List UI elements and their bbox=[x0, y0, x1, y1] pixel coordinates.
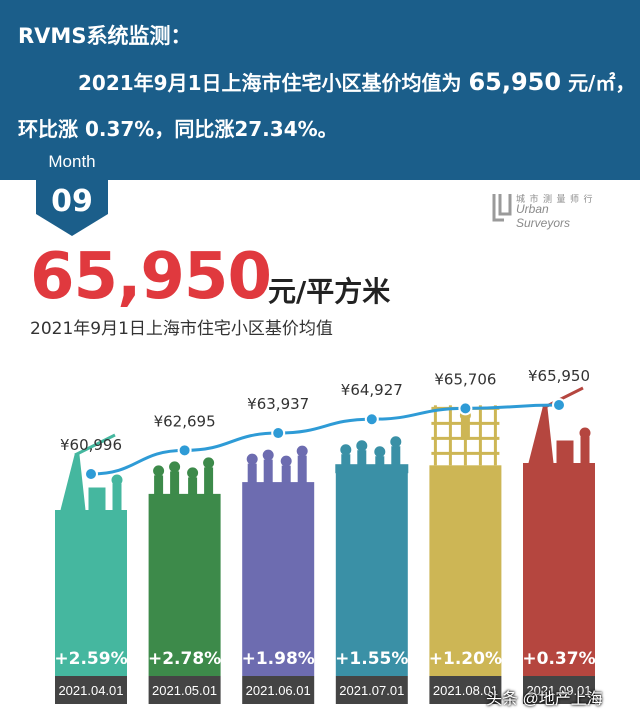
watermark-text: 头条 @地产上海 bbox=[486, 691, 603, 708]
worker-silhouette-icon bbox=[528, 386, 591, 464]
header-summary-value: 65,950 bbox=[468, 68, 562, 96]
bar-change-label: +2.59% bbox=[54, 649, 127, 669]
bar-change-label: +0.37% bbox=[522, 649, 595, 669]
bar bbox=[148, 493, 221, 676]
worker-silhouette-icon bbox=[246, 445, 308, 483]
bar bbox=[523, 463, 595, 676]
data-point bbox=[364, 412, 379, 427]
value-label: ¥65,706 bbox=[434, 370, 496, 388]
worker-silhouette-icon bbox=[60, 433, 123, 511]
date-strip bbox=[429, 676, 502, 704]
value-label: ¥62,695 bbox=[154, 412, 216, 430]
x-tick-label: 2021.09.01 bbox=[526, 683, 591, 698]
x-tick-label: 2021.04.01 bbox=[58, 683, 123, 698]
x-tick-label: 2021.06.01 bbox=[246, 683, 311, 698]
bar-change-label: +1.20% bbox=[429, 649, 502, 669]
header-change-line: 环比涨 0.37%，同比涨27.34%。 bbox=[18, 117, 338, 141]
bar bbox=[55, 510, 127, 676]
data-point bbox=[177, 443, 192, 458]
bar bbox=[242, 482, 315, 676]
headline-price: 65,950 bbox=[30, 240, 272, 314]
logo-mark-icon bbox=[492, 194, 512, 222]
data-point bbox=[271, 426, 286, 441]
worker-silhouette-icon bbox=[335, 436, 409, 474]
x-tick-label: 2021.08.01 bbox=[433, 683, 498, 698]
month-badge-value: 09 bbox=[51, 184, 93, 219]
month-badge: Month 09 bbox=[36, 152, 108, 238]
bar-change-label: +1.98% bbox=[242, 649, 315, 669]
header-banner: RVMS系统监测： 2021年9月1日上海市住宅小区基价均值为 65,950 元… bbox=[0, 0, 640, 180]
headline-subtitle: 2021年9月1日上海市住宅小区基价均值 bbox=[30, 319, 333, 339]
month-badge-shape bbox=[36, 152, 108, 236]
header-summary-prefix: 2021年9月1日上海市住宅小区基价均值为 bbox=[78, 71, 462, 95]
data-point bbox=[458, 401, 473, 416]
x-tick-label: 2021.07.01 bbox=[339, 683, 404, 698]
value-label: ¥60,996 bbox=[60, 436, 122, 454]
header-summary-unit: 元/㎡， bbox=[568, 71, 636, 95]
month-badge-label: Month bbox=[48, 152, 96, 171]
value-label: ¥65,950 bbox=[528, 367, 590, 385]
value-label: ¥63,937 bbox=[247, 395, 309, 413]
logo-text-en: Urban Surveyors bbox=[516, 202, 571, 230]
bar-change-label: +2.78% bbox=[148, 649, 221, 669]
data-point bbox=[552, 398, 566, 412]
company-logo: 城 市 测 量 师 行 Urban Surveyors bbox=[490, 190, 600, 230]
bar bbox=[335, 472, 408, 676]
header-title: RVMS系统监测： bbox=[18, 24, 192, 48]
date-strip bbox=[242, 676, 315, 704]
value-label: ¥64,927 bbox=[341, 381, 403, 399]
date-strip bbox=[335, 676, 408, 704]
date-strip bbox=[523, 676, 595, 704]
x-tick-label: 2021.05.01 bbox=[152, 683, 217, 698]
date-strip bbox=[148, 676, 221, 704]
bar-change-label: +1.55% bbox=[335, 649, 408, 669]
headline-unit: 元/平方米 bbox=[268, 275, 391, 308]
bar bbox=[429, 465, 502, 676]
header-summary-line: 2021年9月1日上海市住宅小区基价均值为 65,950 元/㎡， bbox=[78, 67, 635, 96]
logo-text-cn: 城 市 测 量 师 行 bbox=[516, 194, 594, 204]
data-point bbox=[84, 467, 98, 481]
date-strip bbox=[55, 676, 127, 704]
worker-silhouette-icon bbox=[153, 457, 215, 495]
